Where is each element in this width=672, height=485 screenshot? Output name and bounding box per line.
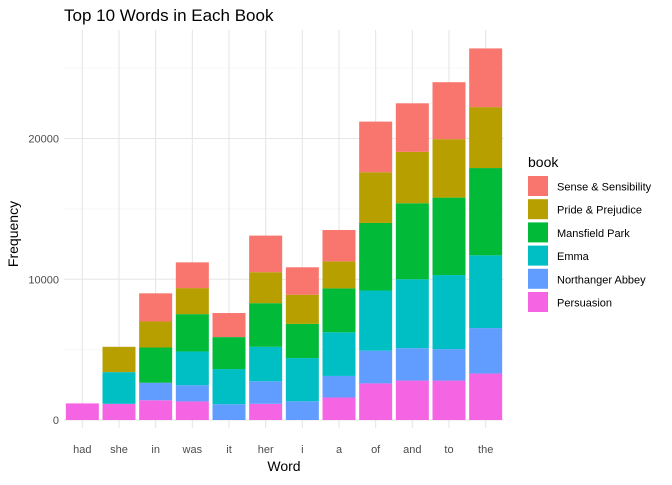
y-tick-label: 10000 <box>28 274 59 286</box>
bar-segment <box>102 372 136 404</box>
legend-key <box>528 176 548 196</box>
bar-segment <box>359 121 393 173</box>
bar-segment <box>175 262 209 289</box>
legend-label: Emma <box>557 251 590 263</box>
bar-segment <box>249 403 283 420</box>
bar-segment <box>395 348 429 381</box>
bar-segment <box>395 151 429 204</box>
bars <box>65 48 503 420</box>
x-tick-label: and <box>403 444 421 456</box>
bar-segment <box>139 382 173 401</box>
bar-segment <box>249 381 283 404</box>
bar-segment <box>359 222 393 291</box>
chart-title: Top 10 Words in Each Book <box>64 6 274 25</box>
legend-label: Persuasion <box>557 298 612 310</box>
legend-key <box>528 245 548 266</box>
x-tick-label: it <box>226 444 232 456</box>
bar-segment <box>212 404 246 420</box>
x-tick-label: had <box>73 444 91 456</box>
legend: book Sense & Sensibility Pride & Prejudic… <box>528 154 652 312</box>
x-tick-label: her <box>258 444 274 456</box>
bar-segment <box>175 314 209 352</box>
legend-title: book <box>528 154 559 170</box>
legend-label: Sense & Sensibility <box>557 182 652 194</box>
bar-segment <box>102 346 136 373</box>
bar-segment <box>322 261 356 289</box>
bar-segment <box>395 279 429 349</box>
bar-segment <box>469 373 503 420</box>
bar-segment <box>359 350 393 384</box>
bar-segment <box>469 48 503 108</box>
bar-segment <box>469 168 503 256</box>
bar-segment <box>139 347 173 383</box>
y-axis-ticks: 0 10000 20000 <box>28 134 59 428</box>
y-tick-label: 20000 <box>28 134 59 146</box>
bar-segment <box>432 197 466 276</box>
bar-segment <box>102 403 136 420</box>
bar-segment <box>395 203 429 280</box>
x-tick-label: she <box>110 444 128 456</box>
bar-segment <box>359 290 393 351</box>
bar-segment <box>175 401 209 420</box>
bar-segment <box>65 403 99 420</box>
legend-label: Mansfield Park <box>557 228 630 240</box>
bar-segment <box>395 103 429 152</box>
bar-segment <box>139 321 173 348</box>
bar-segment <box>285 323 319 359</box>
bar-segment <box>432 349 466 381</box>
y-tick-label: 0 <box>53 415 59 427</box>
x-tick-label: i <box>301 444 303 456</box>
y-axis-title: Frequency <box>5 201 21 267</box>
bar-segment <box>139 293 173 322</box>
bar-segment <box>249 235 283 273</box>
bar-segment <box>322 332 356 376</box>
bar-segment <box>249 346 283 382</box>
bar-segment <box>469 107 503 169</box>
legend-key <box>528 222 548 243</box>
x-tick-label: of <box>371 444 381 456</box>
legend-key <box>528 268 548 289</box>
bar-segment <box>285 294 319 324</box>
bar-segment <box>175 288 209 315</box>
legend-key <box>528 292 548 312</box>
legend-label: Pride & Prejudice <box>557 205 642 217</box>
bar-segment <box>212 337 246 370</box>
bar-segment <box>212 313 246 338</box>
x-axis-title: Word <box>267 458 300 474</box>
x-tick-label: a <box>336 444 343 456</box>
bar-segment <box>139 400 173 420</box>
bar-segment <box>285 401 319 420</box>
bar-segment <box>359 383 393 420</box>
x-axis-ticks: had she in was it her i a of and to the <box>73 444 493 456</box>
bar-segment <box>212 369 246 405</box>
bar-segment <box>432 275 466 350</box>
x-tick-label: to <box>444 444 453 456</box>
bar-segment <box>285 358 319 402</box>
legend-key <box>528 199 548 220</box>
bar-segment <box>432 139 466 198</box>
bar-segment <box>395 380 429 420</box>
bar-segment <box>322 397 356 420</box>
x-tick-label: was <box>182 444 203 456</box>
bar-segment <box>359 172 393 223</box>
bar-segment <box>469 328 503 374</box>
x-tick-label: the <box>478 444 493 456</box>
bar-segment <box>432 380 466 420</box>
bar-segment <box>285 267 319 295</box>
bar-segment <box>175 385 209 402</box>
x-tick-label: in <box>151 444 160 456</box>
bar-segment <box>432 82 466 140</box>
bar-segment <box>322 288 356 333</box>
bar-segment <box>322 229 356 262</box>
legend-label: Northanger Abbey <box>557 274 646 286</box>
bar-segment <box>249 303 283 347</box>
bar-segment <box>322 375 356 398</box>
bar-segment <box>175 351 209 386</box>
bar-segment <box>249 272 283 304</box>
bar-segment <box>469 255 503 329</box>
